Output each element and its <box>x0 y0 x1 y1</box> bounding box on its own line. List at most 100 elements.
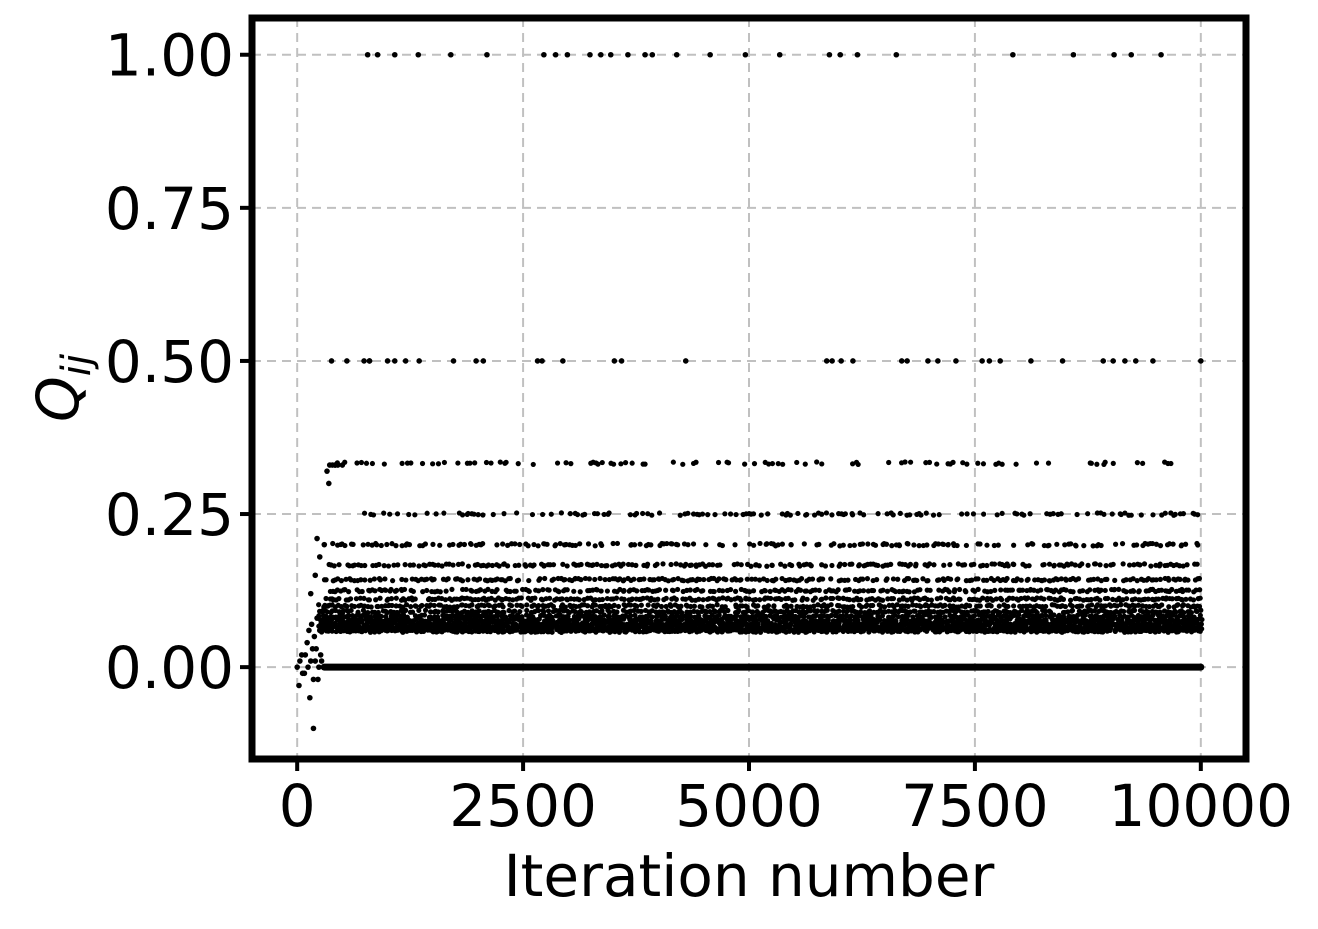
data-point <box>765 511 771 517</box>
data-point <box>807 608 813 614</box>
data-point <box>540 587 546 593</box>
data-point <box>709 628 715 634</box>
data-point <box>1063 577 1069 583</box>
data-point <box>542 575 548 582</box>
data-point <box>999 597 1005 603</box>
data-point <box>918 603 924 610</box>
data-point <box>535 607 542 614</box>
data-point <box>647 627 653 634</box>
data-point <box>1097 597 1103 603</box>
data-point <box>890 629 896 635</box>
data-point <box>844 608 851 614</box>
data-point <box>431 576 437 582</box>
data-point <box>550 603 557 610</box>
data-point <box>646 587 652 593</box>
data-point <box>1162 510 1168 516</box>
data-point <box>999 461 1005 467</box>
data-point <box>801 541 807 547</box>
data-point <box>308 621 315 628</box>
data-point <box>367 629 374 635</box>
data-point <box>816 541 822 547</box>
data-point <box>524 607 530 614</box>
data-point <box>884 576 890 582</box>
data-point <box>663 595 669 601</box>
data-point <box>803 588 810 594</box>
data-point <box>804 596 810 602</box>
data-point <box>727 511 734 517</box>
data-point <box>422 563 429 569</box>
data-point <box>656 587 663 593</box>
data-point <box>316 627 323 634</box>
data-point <box>508 603 515 609</box>
data-point <box>1021 512 1027 518</box>
data-point <box>864 602 870 608</box>
data-point <box>296 682 302 689</box>
data-point <box>1047 595 1054 602</box>
data-point <box>377 595 383 601</box>
data-point <box>362 577 368 583</box>
data-point <box>925 358 931 364</box>
data-point <box>544 541 550 547</box>
data-point <box>554 460 561 466</box>
data-point <box>400 612 407 618</box>
data-point <box>1051 562 1057 568</box>
data-point <box>316 602 322 608</box>
data-point <box>1070 589 1076 595</box>
data-point <box>524 602 530 608</box>
data-point <box>557 607 563 614</box>
data-point <box>1042 608 1048 614</box>
data-point <box>769 460 776 467</box>
data-point <box>670 587 676 594</box>
data-point <box>1102 459 1108 465</box>
data-point <box>387 511 393 517</box>
data-point <box>1030 541 1036 547</box>
data-point <box>475 512 481 518</box>
data-point <box>485 562 492 568</box>
data-point <box>322 621 328 628</box>
data-point <box>408 603 414 610</box>
data-point <box>1049 628 1055 634</box>
data-point <box>979 358 985 364</box>
data-point <box>360 542 366 548</box>
data-point <box>654 561 660 567</box>
data-point <box>998 587 1004 593</box>
data-point <box>369 460 376 467</box>
data-point <box>849 461 856 467</box>
data-point <box>1110 561 1116 567</box>
data-point <box>751 461 758 467</box>
data-point <box>494 586 500 593</box>
data-point <box>406 511 412 518</box>
data-point <box>468 541 474 547</box>
data-point <box>424 587 430 594</box>
data-point <box>606 510 612 516</box>
data-point <box>645 602 651 608</box>
data-point <box>826 51 833 58</box>
data-point <box>1041 596 1047 602</box>
data-point <box>953 358 959 364</box>
data-point <box>830 595 836 602</box>
data-point <box>435 461 442 467</box>
data-point <box>613 595 620 601</box>
data-point <box>561 608 567 614</box>
data-point <box>450 541 456 548</box>
data-point <box>406 542 413 548</box>
data-point <box>1011 603 1017 609</box>
data-point <box>931 562 937 568</box>
data-point <box>431 602 437 609</box>
data-point <box>1122 358 1128 364</box>
data-point <box>1082 612 1088 618</box>
data-point <box>582 511 588 517</box>
data-point <box>500 541 506 547</box>
data-point <box>1155 596 1162 602</box>
data-point <box>809 576 816 582</box>
data-point <box>298 652 305 658</box>
data-point <box>621 587 627 594</box>
data-point <box>920 576 926 582</box>
data-point <box>1113 541 1119 547</box>
data-point <box>842 561 848 568</box>
data-point <box>947 562 953 568</box>
data-point <box>442 597 449 603</box>
data-point <box>728 616 735 622</box>
data-point <box>627 512 634 518</box>
data-point <box>1068 541 1074 547</box>
